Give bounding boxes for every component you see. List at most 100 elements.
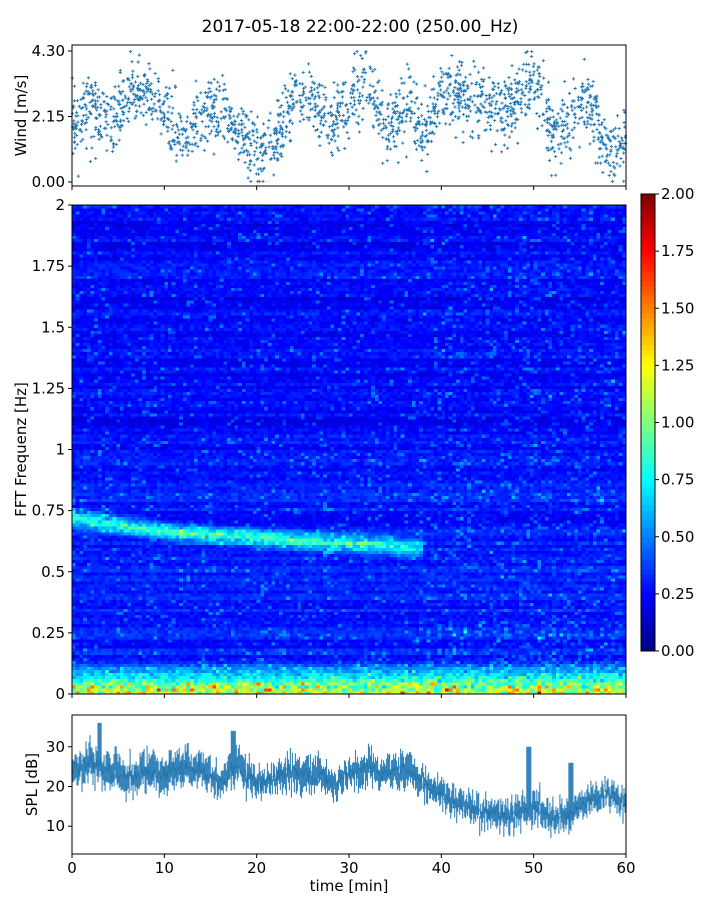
- spectrogram-cell: [90, 468, 94, 472]
- spectrogram-cell: [116, 394, 120, 398]
- wind-point: [110, 126, 113, 129]
- spectrogram-cell: [109, 599, 113, 603]
- spectrogram-cell: [124, 260, 128, 264]
- wind-point: [307, 118, 310, 121]
- spectrogram-cell: [83, 407, 87, 411]
- spectrogram-cell: [94, 300, 98, 304]
- spectrogram-cell: [135, 688, 139, 692]
- spectrogram-cell: [79, 260, 83, 264]
- spectrogram-cell: [87, 538, 91, 542]
- spectrogram-cell: [138, 440, 142, 444]
- wind-point: [409, 116, 412, 119]
- spectrogram-cell: [83, 630, 87, 634]
- spectrogram-cell: [116, 388, 120, 392]
- spectrogram-cell: [124, 284, 128, 288]
- spectrogram-cell: [131, 446, 135, 450]
- spectrogram-cell: [79, 327, 83, 331]
- spectrogram-cell: [72, 446, 76, 450]
- wind-point: [583, 123, 586, 126]
- spectrogram-cell: [127, 416, 131, 420]
- spectrogram-cell: [131, 514, 135, 518]
- spectrogram-cell: [98, 410, 102, 414]
- spectrogram-cell: [131, 275, 135, 279]
- spectrogram-cell: [135, 590, 139, 594]
- spectrogram-cell: [105, 336, 109, 340]
- spectrogram-cell: [102, 376, 106, 380]
- spectrogram-cell: [138, 462, 142, 466]
- spectrogram-cell: [138, 541, 142, 545]
- wind-point: [82, 114, 85, 117]
- spectrogram-cell: [120, 544, 124, 548]
- spectrogram-cell: [109, 468, 113, 472]
- spectrogram-cell: [102, 260, 106, 264]
- wind-point: [405, 155, 408, 158]
- spectrogram-cell: [79, 339, 83, 343]
- spectrogram-cell: [105, 584, 109, 588]
- spectrogram-cell: [98, 352, 102, 356]
- wind-point: [389, 148, 392, 151]
- spectrogram-cell: [90, 300, 94, 304]
- spectrogram-cell: [113, 492, 117, 496]
- spectrogram-cell: [109, 410, 113, 414]
- spectrogram-cell: [94, 465, 98, 469]
- spectrogram-cell: [76, 239, 80, 243]
- spectrogram-cell: [138, 312, 142, 316]
- spectrogram-cell: [90, 428, 94, 432]
- spectrogram-cell: [131, 401, 135, 405]
- spectrogram-cell: [76, 401, 80, 405]
- spectrogram-cell: [94, 483, 98, 487]
- spectrogram-cell: [72, 526, 76, 530]
- spectrogram-cell: [116, 520, 120, 524]
- spectrogram-cell: [116, 602, 120, 606]
- wind-point: [289, 139, 292, 142]
- wind-point: [166, 110, 169, 113]
- spectrogram-cell: [90, 563, 94, 567]
- spectrogram-cell: [87, 440, 91, 444]
- spectrogram-cell: [72, 673, 76, 677]
- wind-point: [89, 160, 92, 163]
- wind-point: [186, 115, 189, 118]
- spectrogram-cell: [116, 416, 120, 420]
- spectrogram-cell: [135, 627, 139, 631]
- spectrogram-cell: [135, 468, 139, 472]
- spectrogram-cell: [90, 535, 94, 539]
- spectrogram-cell: [138, 294, 142, 298]
- spectrogram-cell: [127, 520, 131, 524]
- spectrogram-cell: [135, 492, 139, 496]
- spectrogram-cell: [83, 373, 87, 377]
- spectrogram-cell: [127, 370, 131, 374]
- spectrogram-cell: [142, 660, 146, 664]
- spectrogram-cell: [102, 281, 106, 285]
- spectrogram-cell: [116, 495, 120, 499]
- spectrogram-cell: [120, 453, 124, 457]
- spectrogram-cell: [105, 422, 109, 426]
- spectrogram-cell: [109, 615, 113, 619]
- spectrogram-cell: [83, 214, 87, 218]
- spectrogram-cell: [94, 663, 98, 667]
- spectrogram-cell: [102, 532, 106, 536]
- spectrogram-cell: [138, 560, 142, 564]
- spectrogram-cell: [94, 281, 98, 285]
- spectrogram-cell: [90, 618, 94, 622]
- wind-point: [99, 125, 102, 128]
- spectrogram-cell: [113, 226, 117, 230]
- wind-point: [232, 114, 235, 117]
- spectrogram-cell: [120, 211, 124, 215]
- spectrogram-cell: [116, 648, 120, 652]
- spectrogram-cell: [105, 645, 109, 649]
- spectrogram-cell: [102, 266, 106, 270]
- wind-point: [285, 96, 288, 99]
- spectrogram-cell: [124, 532, 128, 536]
- spectrogram-cell: [76, 394, 80, 398]
- spectrogram-cell: [105, 379, 109, 383]
- spectrogram-cell: [72, 404, 76, 408]
- spectrogram-cell: [94, 636, 98, 640]
- spectrogram-cell: [113, 428, 117, 432]
- spectrogram-cell: [124, 676, 128, 680]
- wind-point: [462, 83, 465, 86]
- spectrogram-cell: [79, 541, 83, 545]
- spectrogram-cell: [109, 437, 113, 441]
- spectrogram-cell: [135, 242, 139, 246]
- spectrogram-cell: [87, 303, 91, 307]
- spectrogram-cell: [76, 205, 80, 209]
